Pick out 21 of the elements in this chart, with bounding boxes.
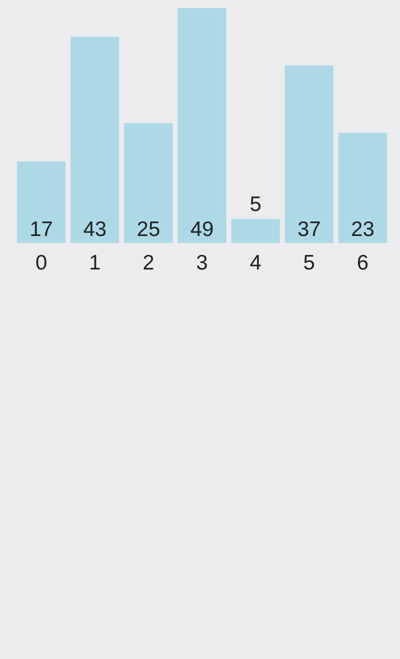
x-tick-label: 6 <box>356 252 369 274</box>
bar <box>178 8 226 243</box>
data-label: 23 <box>351 218 374 241</box>
data-label: 37 <box>297 218 321 241</box>
data-label: 5 <box>250 193 262 216</box>
x-tick-label: 1 <box>89 252 101 274</box>
x-tick-label: 2 <box>142 252 154 274</box>
bar <box>338 132 387 243</box>
data-label: 49 <box>190 218 214 241</box>
x-tick-label: 5 <box>303 252 315 274</box>
bar <box>284 66 334 243</box>
bar <box>124 123 173 243</box>
data-label: 17 <box>30 218 53 241</box>
x-tick-label: 3 <box>196 252 208 274</box>
bar <box>231 219 280 243</box>
bar <box>70 36 120 243</box>
data-label: 25 <box>136 218 160 241</box>
bar <box>17 161 66 243</box>
x-tick-label: 4 <box>250 252 262 274</box>
data-label: 43 <box>83 218 107 241</box>
x-tick-label: 0 <box>35 252 48 274</box>
